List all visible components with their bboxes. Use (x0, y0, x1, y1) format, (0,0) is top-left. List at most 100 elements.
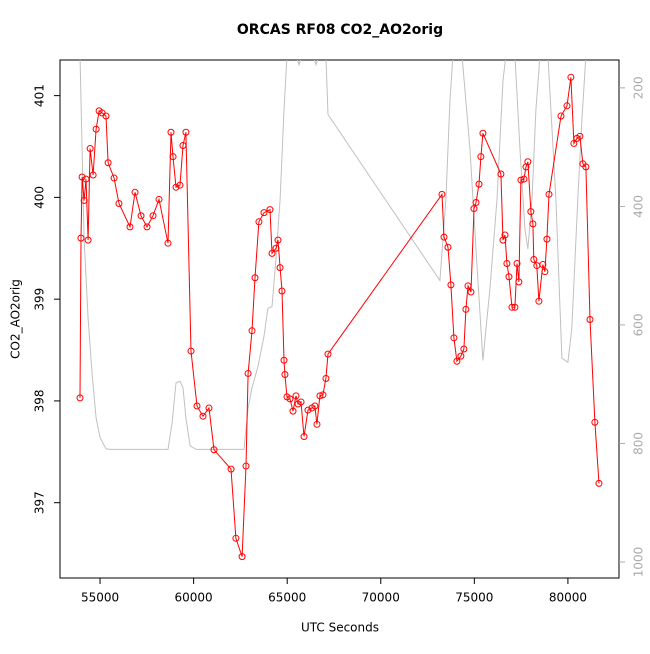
data-point (453, 357, 461, 365)
y2-tick-label: 800 (632, 432, 646, 455)
data-point (82, 175, 90, 183)
data-point (591, 418, 599, 426)
data-point (292, 392, 300, 400)
data-point (89, 171, 97, 179)
data-point (280, 356, 288, 364)
y-tick-label: 397 (33, 491, 47, 514)
series-line (79, 77, 600, 557)
data-point (238, 553, 246, 561)
data-point (319, 391, 327, 399)
chart-title: ORCAS RF08 CO2_AO2orig (237, 22, 443, 38)
data-point (210, 446, 218, 454)
y-tick-label: 401 (33, 84, 47, 107)
data-point (535, 297, 543, 305)
data-point (511, 303, 519, 311)
plot-frame (59, 59, 620, 579)
data-point (278, 287, 286, 295)
data-point (164, 239, 172, 247)
data-point (438, 190, 446, 198)
data-point (595, 479, 603, 487)
x-axis-label: UTC Seconds (301, 621, 379, 635)
data-point (169, 153, 177, 161)
data-point (92, 125, 100, 133)
data-point (244, 369, 252, 377)
data-point (172, 183, 180, 191)
data-point (524, 158, 532, 166)
data-point (576, 132, 584, 140)
data-point (137, 212, 145, 220)
data-point (300, 433, 308, 441)
data-point (570, 139, 578, 147)
data-point (274, 236, 282, 244)
data-point (260, 209, 268, 217)
data-point (149, 212, 157, 220)
y2-tick-label: 1000 (632, 547, 646, 578)
data-point (167, 128, 175, 136)
data-point (515, 278, 523, 286)
data-point (557, 112, 565, 120)
data-point (78, 173, 86, 181)
data-point (131, 188, 139, 196)
y-tick-label: 400 (33, 186, 47, 209)
data-point (513, 260, 521, 268)
data-point (289, 407, 297, 415)
data-point (115, 199, 123, 207)
data-point (227, 465, 235, 473)
data-point (527, 208, 535, 216)
x-tick-label: 80000 (549, 591, 587, 605)
data-point (179, 141, 187, 149)
y2-tick-label: 200 (632, 76, 646, 99)
y-tick-label: 398 (33, 389, 47, 412)
data-point (497, 170, 505, 178)
data-point (517, 176, 525, 184)
data-point (462, 305, 470, 313)
data-point (586, 316, 594, 324)
data-point (143, 223, 151, 231)
data-point (324, 350, 332, 358)
data-point (464, 282, 472, 290)
data-point (266, 206, 274, 214)
data-point (322, 375, 330, 383)
data-point (276, 264, 284, 272)
data-point (472, 198, 480, 206)
data-point (251, 274, 259, 282)
x-tick-label: 60000 (175, 591, 213, 605)
data-point (582, 163, 590, 171)
data-point (543, 235, 551, 243)
data-point (205, 404, 213, 412)
data-point (444, 243, 452, 251)
data-point (248, 327, 256, 335)
data-point (242, 462, 250, 470)
data-point (440, 233, 448, 241)
data-point (86, 145, 94, 153)
data-point (541, 268, 549, 276)
data-point (467, 288, 475, 296)
data-point (470, 205, 478, 213)
data-point (182, 128, 190, 136)
data-point (297, 398, 305, 406)
data-point (529, 220, 537, 228)
data-point (316, 392, 324, 400)
data-point (255, 218, 263, 226)
data-point (503, 260, 511, 268)
data-point (311, 402, 319, 410)
x-tick-label: 55000 (81, 591, 119, 605)
data-point (545, 190, 553, 198)
data-point (567, 73, 575, 81)
data-point (76, 394, 84, 402)
data-point (505, 273, 513, 281)
data-point (104, 159, 112, 167)
data-point (457, 352, 465, 360)
data-point (450, 334, 458, 342)
y2-tick-label: 400 (632, 195, 646, 218)
data-point (155, 195, 163, 203)
data-point (268, 249, 276, 257)
data-point (539, 261, 547, 269)
data-point (304, 406, 312, 414)
plot-area (76, 60, 603, 561)
data-point (102, 112, 110, 120)
data-point (187, 347, 195, 355)
data-point (477, 153, 485, 161)
data-point (501, 231, 509, 239)
